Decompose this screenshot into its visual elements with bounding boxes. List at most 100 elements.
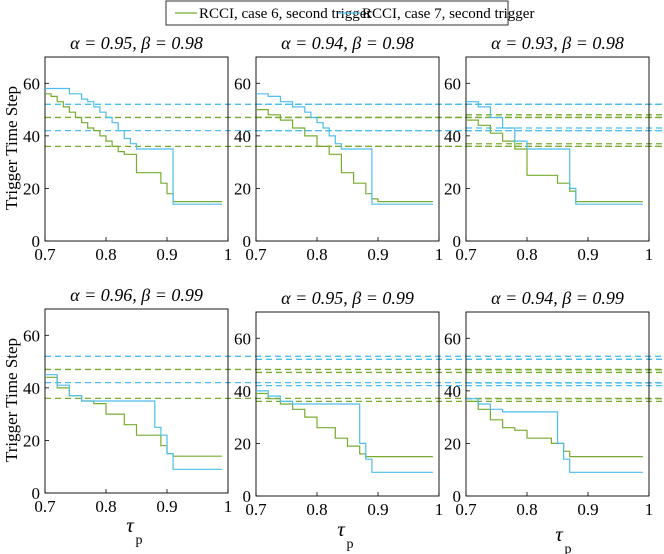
y-tick-label: 0 — [243, 487, 252, 506]
y-tick-label: 60 — [23, 74, 40, 93]
x-tick-label: 0.9 — [156, 245, 177, 264]
x-tick-label: 1 — [645, 500, 654, 519]
title-alpha: α = 0.94, — [281, 33, 352, 53]
subplot-title: α = 0.94, β = 0.98 — [281, 33, 414, 53]
y-axis-label-top: Trigger Time Step — [2, 86, 21, 210]
x-tick-label: 0.7 — [34, 245, 56, 264]
y-tick-label: 0 — [453, 487, 462, 506]
plot-area — [255, 311, 440, 497]
title-alpha: α = 0.94, — [491, 288, 562, 308]
x-axis-label-1: τ p — [126, 513, 142, 548]
y-tick-label: 40 — [444, 382, 461, 401]
y-tick-label: 0 — [243, 232, 252, 251]
x-tick-label: 0.7 — [245, 500, 267, 519]
subplot-6: α = 0.94, β = 0.99 0.7 0.8 0.9 1 0 20 40 60 — [444, 288, 664, 519]
y-tick-label: 40 — [23, 127, 40, 146]
y-tick-label: 40 — [234, 127, 251, 146]
title-alpha: α = 0.95, — [281, 288, 352, 308]
plot-area — [465, 56, 650, 242]
y-tick-label: 20 — [444, 434, 461, 453]
title-alpha: α = 0.95, — [70, 33, 141, 53]
plot-area — [44, 56, 229, 242]
x-tick-label: 0.9 — [367, 245, 388, 264]
series-line-case-6 — [45, 93, 222, 203]
legend-box — [165, 0, 509, 26]
subplot-title: α = 0.95, β = 0.98 — [70, 33, 203, 53]
title-beta: β = 0.98 — [561, 33, 624, 53]
series-line-case-6 — [45, 376, 222, 457]
x-label-sub: p — [136, 533, 143, 548]
series-line-case-7 — [256, 93, 433, 205]
x-axis-label-2: τ p — [337, 517, 353, 552]
legend-label-case6: RCCI, case 6, second trigger — [199, 6, 371, 22]
y-tick-label: 40 — [23, 379, 40, 398]
x-tick-label: 0.9 — [367, 500, 388, 519]
x-tick-label: 0.9 — [156, 497, 177, 516]
x-tick-label: 0.8 — [306, 500, 327, 519]
x-tick-label: 1 — [224, 245, 233, 264]
x-label-tau: τ — [126, 513, 135, 537]
x-tick-label: 1 — [435, 245, 444, 264]
x-tick-label: 0.7 — [455, 500, 477, 519]
x-tick-label: 0.7 — [245, 245, 267, 264]
title-beta: β = 0.99 — [561, 288, 624, 308]
subplot-title: α = 0.93, β = 0.98 — [491, 33, 624, 53]
series-line-case-6 — [466, 119, 643, 203]
y-tick-label: 0 — [453, 232, 462, 251]
x-tick-label: 0.8 — [516, 500, 537, 519]
title-beta: β = 0.98 — [140, 33, 203, 53]
subplot-title: α = 0.95, β = 0.99 — [281, 288, 414, 308]
y-tick-label: 60 — [23, 326, 40, 345]
x-label-sub: p — [347, 537, 354, 552]
x-tick-label: 0.7 — [34, 497, 56, 516]
series-line-case-6 — [256, 109, 433, 203]
y-tick-label: 60 — [444, 329, 461, 348]
title-beta: β = 0.98 — [351, 33, 414, 53]
title-beta: β = 0.99 — [351, 288, 414, 308]
y-tick-label: 0 — [32, 232, 41, 251]
plot-area — [255, 56, 440, 242]
y-tick-label: 20 — [23, 431, 40, 450]
y-tick-label: 20 — [234, 179, 251, 198]
y-tick-label: 40 — [234, 382, 251, 401]
subplot-title: α = 0.94, β = 0.99 — [491, 288, 624, 308]
x-tick-label: 1 — [224, 497, 233, 516]
title-beta: β = 0.99 — [140, 285, 203, 305]
series-line-case-6 — [256, 392, 433, 458]
legend-label-case7: RCCI, case 7, second trigger — [362, 6, 534, 22]
subplot-3: α = 0.93, β = 0.98 0.7 0.8 0.9 1 0 20 40 60 — [444, 33, 664, 264]
x-tick-label: 0.7 — [455, 245, 477, 264]
x-axis-label-3: τ p — [555, 522, 571, 554]
x-tick-label: 0.8 — [516, 245, 537, 264]
y-tick-label: 20 — [234, 434, 251, 453]
series-line-case-7 — [45, 87, 222, 205]
x-tick-label: 0.8 — [95, 245, 116, 264]
y-tick-label: 60 — [234, 74, 251, 93]
y-tick-label: 60 — [444, 74, 461, 93]
x-tick-label: 0.9 — [577, 500, 598, 519]
series-line-case-7 — [466, 398, 643, 473]
legend: RCCI, case 6, second trigger RCCI, case … — [165, 0, 534, 26]
y-tick-label: 20 — [23, 179, 40, 198]
y-tick-label: 20 — [444, 179, 461, 198]
x-tick-label: 0.8 — [95, 497, 116, 516]
series-line-case-7 — [256, 390, 433, 473]
subplot-title: α = 0.96, β = 0.99 — [70, 285, 203, 305]
x-tick-label: 1 — [435, 500, 444, 519]
x-label-tau: τ — [337, 517, 346, 541]
y-tick-label: 60 — [234, 329, 251, 348]
series-line-case-7 — [466, 101, 643, 205]
y-tick-label: 0 — [32, 484, 41, 503]
plot-area — [44, 308, 229, 494]
plot-area — [465, 311, 650, 497]
x-tick-label: 0.8 — [306, 245, 327, 264]
x-label-sub: p — [565, 542, 572, 554]
title-alpha: α = 0.93, — [491, 33, 562, 53]
x-tick-label: 0.9 — [577, 245, 598, 264]
series-line-case-7 — [45, 374, 222, 470]
y-tick-label: 40 — [444, 127, 461, 146]
y-axis-label-bottom: Trigger Time Step — [2, 338, 21, 462]
